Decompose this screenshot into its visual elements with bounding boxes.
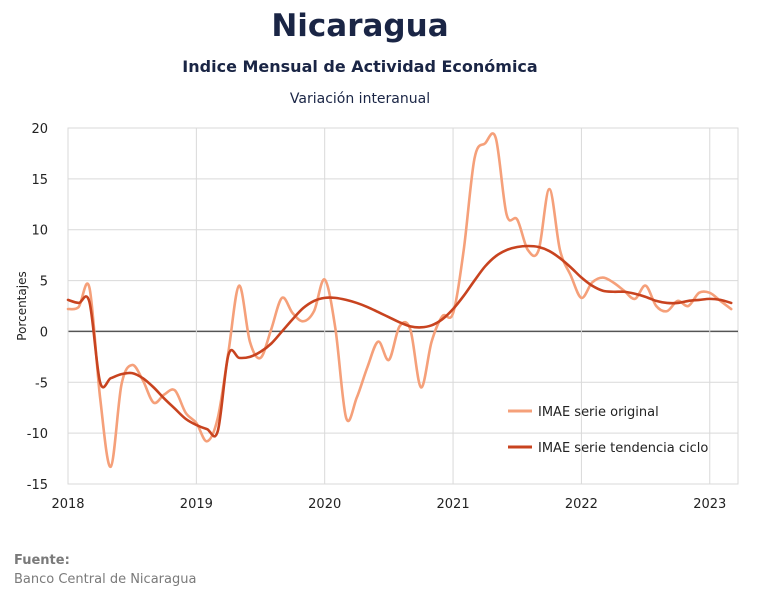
source-label: Fuente: xyxy=(14,553,70,568)
x-tick-labels: 2018 2019 2020 2021 2022 2023 xyxy=(51,497,726,512)
y-tick-label: -15 xyxy=(27,478,48,493)
chart-subsubtitle: Variación interanual xyxy=(289,91,431,107)
legend-label-trend: IMAE serie tendencia ciclo xyxy=(538,441,708,456)
grid-lines xyxy=(67,127,739,485)
y-tick-label: 10 xyxy=(31,224,48,239)
series-original-line xyxy=(66,132,733,469)
series-lines xyxy=(66,132,733,469)
x-tick-label: 2018 xyxy=(51,497,84,512)
y-axis-label: Porcentajes xyxy=(15,271,29,340)
chart-title: Nicaragua xyxy=(271,8,449,44)
x-tick-label: 2021 xyxy=(437,497,470,512)
source-text: Banco Central de Nicaragua xyxy=(14,572,197,587)
y-tick-labels: 20 15 10 5 0 -5 -10 -15 xyxy=(27,122,48,493)
x-tick-label: 2019 xyxy=(180,497,213,512)
y-tick-label: 5 xyxy=(40,275,48,290)
x-tick-label: 2022 xyxy=(565,497,598,512)
x-tick-label: 2020 xyxy=(308,497,341,512)
plot-frame xyxy=(67,127,739,485)
y-tick-label: 20 xyxy=(31,122,48,137)
y-tick-label: 0 xyxy=(40,325,48,340)
legend-label-original: IMAE serie original xyxy=(538,405,659,420)
y-tick-label: -10 xyxy=(27,427,48,442)
series-trend-line xyxy=(66,244,733,438)
y-tick-label: 15 xyxy=(31,173,48,188)
x-tick-label: 2023 xyxy=(693,497,726,512)
legend: IMAE serie original IMAE serie tendencia… xyxy=(508,405,708,456)
chart-subtitle: Indice Mensual de Actividad Económica xyxy=(182,57,538,76)
y-tick-label: -5 xyxy=(35,376,48,391)
